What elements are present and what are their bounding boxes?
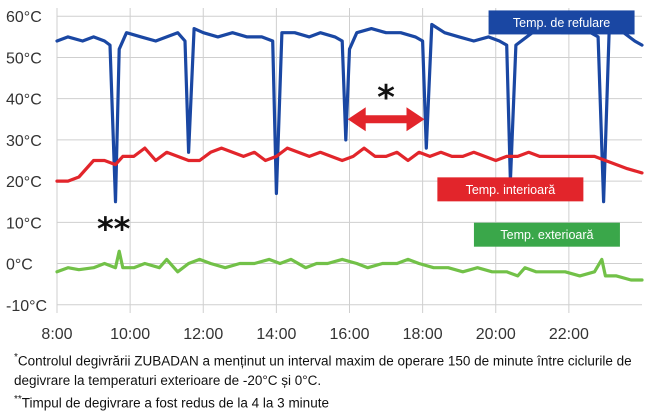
axis-labels: 60°C 50°C 40°C 30°C 20°C 10°C 0°C -10°C 8:00 10:0… <box>6 9 589 343</box>
x-tick-label: 22:00 <box>549 326 589 343</box>
x-tick-label: 10:00 <box>110 326 150 343</box>
legend: Temp. de refulare Temp. interioară Temp. e… <box>437 10 635 247</box>
y-tick-label: 50°C <box>6 50 42 67</box>
x-tick-label: 16:00 <box>329 326 369 343</box>
footnotes: *Controlul degivrării ZUBADAN a menținut… <box>14 348 644 412</box>
y-tick-label: 20°C <box>6 174 42 191</box>
annotation-double-star: ** <box>97 210 131 248</box>
interval-double-arrow <box>347 107 425 132</box>
y-tick-label: 60°C <box>6 9 42 26</box>
y-tick-label: 40°C <box>6 92 42 109</box>
footnote-1-text: Controlul degivrării ZUBADAN a menținut … <box>14 353 632 388</box>
legend-box-temp-de-refulare <box>488 10 635 35</box>
x-tick-label: 12:00 <box>183 326 223 343</box>
footnote-2: **Timpul de degivrare a fost redus de la… <box>14 390 644 413</box>
legend-label-temp-exterioar: Temp. exterioară <box>500 228 593 242</box>
annotation-star: * <box>377 78 395 118</box>
footnote-1-marker: * <box>14 352 18 363</box>
grid-lines <box>56 8 642 313</box>
x-tick-label: 20:00 <box>476 326 516 343</box>
x-tick-label: 8:00 <box>41 326 72 343</box>
legend-box-temp-interioar <box>437 177 584 202</box>
legend-box-temp-exterioar <box>473 222 620 247</box>
y-tick-label: 0°C <box>6 257 33 274</box>
series-line-temp-interioar <box>55 146 644 183</box>
y-tick-label: -10°C <box>6 298 47 315</box>
x-tick-label: 14:00 <box>256 326 296 343</box>
footnote-1: *Controlul degivrării ZUBADAN a menținut… <box>14 348 644 390</box>
y-tick-label: 10°C <box>6 215 42 232</box>
x-tick-label: 18:00 <box>403 326 443 343</box>
series-line-temp-exterioar <box>55 249 644 282</box>
legend-label-temp-de-refulare: Temp. de refulare <box>513 16 610 30</box>
footnote-2-text: Timpul de degivrare a fost redus de la 4… <box>21 395 329 410</box>
legend-label-temp-interioar: Temp. interioară <box>466 183 556 197</box>
footnote-2-marker: ** <box>14 393 22 405</box>
annotations: *** <box>97 78 425 248</box>
y-tick-label: 30°C <box>6 133 42 150</box>
